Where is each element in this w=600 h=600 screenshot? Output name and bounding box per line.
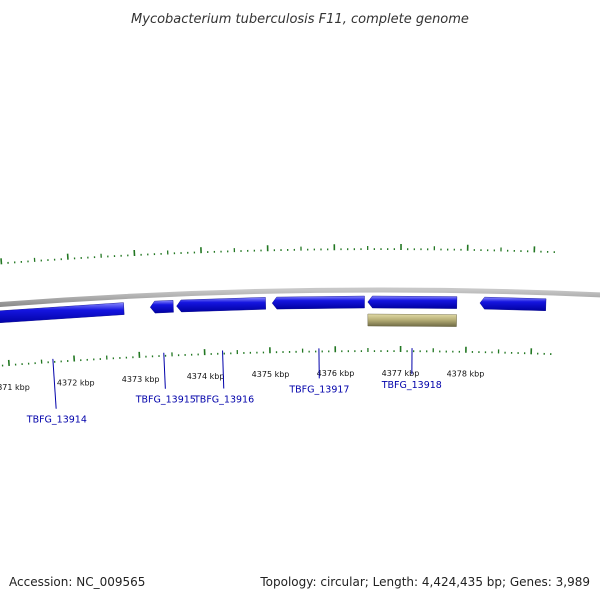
scale-label: 4377 kbp <box>382 369 420 378</box>
reverse-gene-arrow <box>367 295 458 309</box>
reverse-gene-arrow <box>176 297 266 313</box>
scale-label: 4374 kbp <box>187 372 225 381</box>
misc-feature-band <box>367 313 457 327</box>
gene-leader-line <box>222 350 225 389</box>
scale-label: 4371 kbp <box>0 383 30 392</box>
scale-label: 4373 kbp <box>122 375 160 384</box>
backbone-arc <box>0 287 600 308</box>
reverse-gene-arrow <box>479 296 547 311</box>
scale-label: 4376 kbp <box>317 369 355 378</box>
gene-label-text: TBFG_13918 <box>381 380 442 391</box>
genome-summary-text: Topology: circular; Length: 4,424,435 bp… <box>259 575 590 589</box>
genome-backbone <box>0 287 600 308</box>
gene-label-text: TBFG_13915 <box>135 395 196 406</box>
reverse-gene-arrow <box>271 295 365 310</box>
scale-label: 4375 kbp <box>252 370 290 379</box>
reverse-gene-arrow <box>0 302 125 323</box>
scale-label: 4372 kbp <box>57 378 95 387</box>
reverse-gene-arrow <box>149 300 174 314</box>
scale-label: 4378 kbp <box>447 370 485 379</box>
inner-tick-track <box>1 346 552 367</box>
map-title: Mycobacterium tuberculosis F11, complete… <box>131 12 469 27</box>
accession-text: Accession: NC_009565 <box>9 575 145 589</box>
feature-track <box>367 313 457 327</box>
gene-track <box>0 295 547 323</box>
gene-label-text: TBFG_13916 <box>193 394 254 405</box>
gene-leader-line <box>52 358 57 409</box>
gene-label-text: TBFG_13914 <box>26 415 87 426</box>
outer-tick-track <box>0 244 555 265</box>
gene-label-text: TBFG_13917 <box>288 384 349 395</box>
gene-leader-line <box>163 352 166 389</box>
gene-labels: TBFG_13913TBFG_13914TBFG_13915TBFG_13916… <box>26 348 442 426</box>
